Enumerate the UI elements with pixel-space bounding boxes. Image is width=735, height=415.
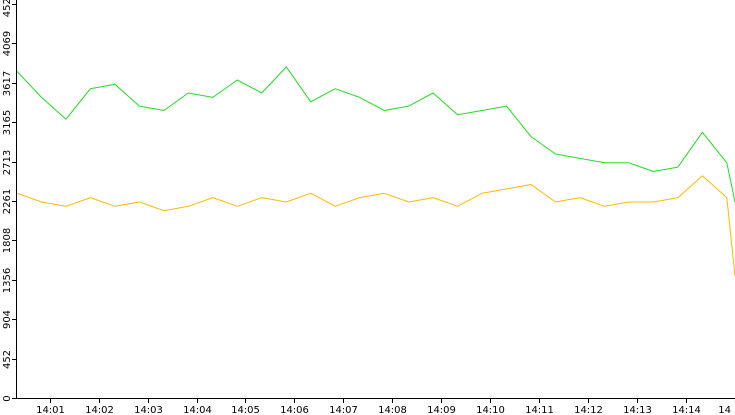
y-tick-label: 3617 bbox=[2, 71, 13, 96]
x-tick-label: 14:04 bbox=[183, 405, 212, 415]
x-tick-label: 14:08 bbox=[378, 405, 407, 415]
y-tick-label: 4522 bbox=[2, 0, 13, 17]
series-layer bbox=[16, 66, 735, 277]
y-tick-label: 0 bbox=[2, 395, 13, 401]
y-axis-ticks: 0 452 904 1356 1808 2261 2713 3165 3617 4069 4522 bbox=[2, 0, 17, 402]
y-tick-label: 1808 bbox=[2, 228, 13, 253]
x-tick-label: 14:09 bbox=[427, 405, 456, 415]
y-tick-label: 2261 bbox=[2, 189, 13, 214]
x-tick-label: 14:14 bbox=[672, 405, 701, 415]
x-tick-label: 14:11 bbox=[525, 405, 554, 415]
x-tick-label: 14 bbox=[718, 405, 731, 415]
x-tick-label: 14:13 bbox=[623, 405, 652, 415]
x-tick-label: 14:06 bbox=[280, 405, 309, 415]
x-tick-label: 14:02 bbox=[85, 405, 114, 415]
y-tick-label: 2713 bbox=[2, 150, 13, 175]
x-tick-label: 14:07 bbox=[329, 405, 358, 415]
y-tick-label: 1356 bbox=[2, 268, 13, 293]
y-tick-label: 4069 bbox=[2, 31, 13, 56]
x-tick-label: 14:12 bbox=[574, 405, 603, 415]
series-2-line bbox=[16, 175, 735, 277]
series-1-line bbox=[16, 66, 735, 203]
x-axis-ticks: 14:01 14:02 14:03 14:04 14:05 14:06 14:07 14:08… bbox=[36, 398, 731, 415]
x-tick-label: 14:03 bbox=[134, 405, 163, 415]
x-tick-label: 14:05 bbox=[231, 405, 260, 415]
x-tick-label: 14:01 bbox=[36, 405, 65, 415]
y-tick-label: 3165 bbox=[2, 110, 13, 135]
y-tick-label: 452 bbox=[2, 350, 13, 369]
x-tick-label: 14:10 bbox=[476, 405, 505, 415]
y-tick-label: 904 bbox=[2, 310, 13, 329]
